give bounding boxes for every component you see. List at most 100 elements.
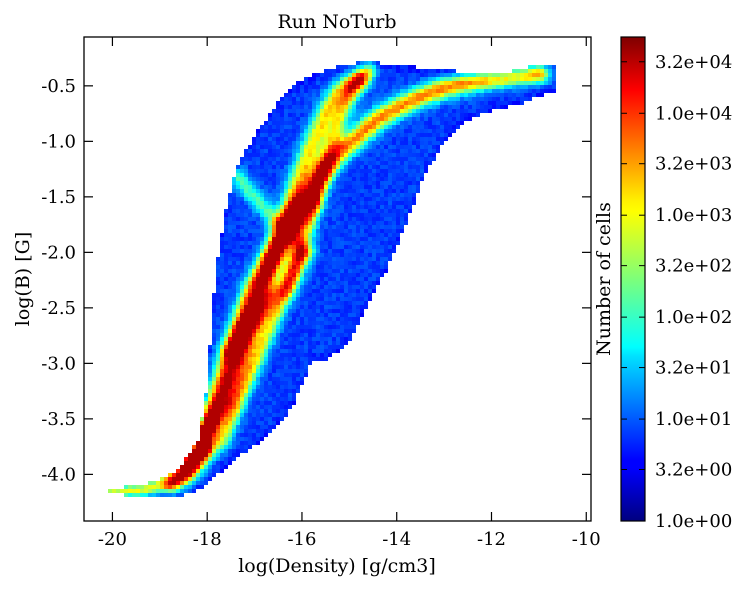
heatmap-cell [340, 185, 344, 189]
heatmap-cell [304, 273, 308, 277]
heatmap-cell [296, 385, 300, 389]
heatmap-cell [316, 221, 320, 225]
heatmap-cell [300, 309, 304, 313]
heatmap-cell [232, 257, 236, 261]
heatmap-cell [396, 145, 400, 149]
heatmap-cell [292, 277, 296, 281]
heatmap-cell [252, 329, 256, 333]
heatmap-cell [324, 221, 328, 225]
heatmap-cell [340, 65, 344, 69]
heatmap-cell [224, 305, 228, 309]
heatmap-cell [388, 233, 392, 237]
heatmap-cell [276, 177, 280, 181]
heatmap-cell [408, 69, 412, 73]
heatmap-cell [392, 93, 396, 97]
heatmap-cell [384, 197, 388, 201]
heatmap-cell [280, 233, 284, 237]
heatmap-cell [372, 129, 376, 133]
heatmap-cell [284, 181, 288, 185]
heatmap-cell [296, 305, 300, 309]
heatmap-cell [380, 261, 384, 265]
heatmap-cell [348, 149, 352, 153]
heatmap-cell [400, 205, 404, 209]
heatmap-cell [480, 89, 484, 93]
heatmap-cell [436, 113, 440, 117]
heatmap-cell [356, 177, 360, 181]
heatmap-cell [300, 297, 304, 301]
heatmap-cell [336, 301, 340, 305]
heatmap-cell [408, 121, 412, 125]
heatmap-cell [316, 181, 320, 185]
heatmap-cell [376, 209, 380, 213]
heatmap-cell [428, 105, 432, 109]
heatmap-cell [292, 197, 296, 201]
heatmap-cell [304, 357, 308, 361]
heatmap-cell [372, 109, 376, 113]
heatmap-cell [364, 105, 368, 109]
heatmap-cell [248, 357, 252, 361]
heatmap-cell [244, 189, 248, 193]
heatmap-cell [544, 69, 548, 73]
heatmap-cell [316, 93, 320, 97]
heatmap-cell [264, 309, 268, 313]
heatmap-cell [188, 461, 192, 465]
heatmap-cell [312, 269, 316, 273]
heatmap-cell [272, 325, 276, 329]
heatmap-cell [252, 433, 256, 437]
heatmap-cell [272, 365, 276, 369]
heatmap-cell [380, 217, 384, 221]
heatmap-cell [344, 161, 348, 165]
heatmap-cell [340, 313, 344, 317]
heatmap-cell [240, 177, 244, 181]
heatmap-cell [300, 165, 304, 169]
heatmap-cell [452, 73, 456, 77]
heatmap-cell [476, 109, 480, 113]
heatmap-cell [240, 285, 244, 289]
heatmap-cell [288, 393, 292, 397]
heatmap-cell [260, 289, 264, 293]
heatmap-cell [276, 157, 280, 161]
heatmap-cell [368, 197, 372, 201]
heatmap-cell [300, 265, 304, 269]
heatmap-cell [280, 117, 284, 121]
heatmap-cell [360, 201, 364, 205]
heatmap-cell [336, 281, 340, 285]
heatmap-cell [328, 129, 332, 133]
heatmap-cell [384, 81, 388, 85]
heatmap-cell [480, 101, 484, 105]
heatmap-cell [356, 277, 360, 281]
heatmap-cell [468, 97, 472, 101]
heatmap-cell [484, 97, 488, 101]
heatmap-cell [236, 305, 240, 309]
heatmap-cell [260, 437, 264, 441]
heatmap-cell [240, 445, 244, 449]
heatmap-cell [256, 237, 260, 241]
heatmap-cell [240, 369, 244, 373]
heatmap-cell [288, 129, 292, 133]
heatmap-cell [160, 493, 164, 497]
heatmap-cell [312, 225, 316, 229]
heatmap-cell [312, 261, 316, 265]
heatmap-cell [400, 213, 404, 217]
heatmap-cell [204, 409, 208, 413]
heatmap-cell [268, 413, 272, 417]
heatmap-cell [336, 189, 340, 193]
heatmap-cell [248, 285, 252, 289]
heatmap-cell [212, 397, 216, 401]
heatmap-cell [332, 105, 336, 109]
heatmap-cell [276, 345, 280, 349]
heatmap-cell [484, 109, 488, 113]
heatmap-cell [356, 201, 360, 205]
heatmap-cell [156, 493, 160, 497]
heatmap-cell [376, 105, 380, 109]
heatmap-cell [276, 245, 280, 249]
heatmap-cell [228, 269, 232, 273]
heatmap-cell [224, 225, 228, 229]
heatmap-cell [196, 485, 200, 489]
heatmap-cell [380, 69, 384, 73]
heatmap-cell [332, 341, 336, 345]
heatmap-cell [348, 197, 352, 201]
heatmap-cell [240, 317, 244, 321]
heatmap-cell [344, 157, 348, 161]
heatmap-cell [224, 209, 228, 213]
